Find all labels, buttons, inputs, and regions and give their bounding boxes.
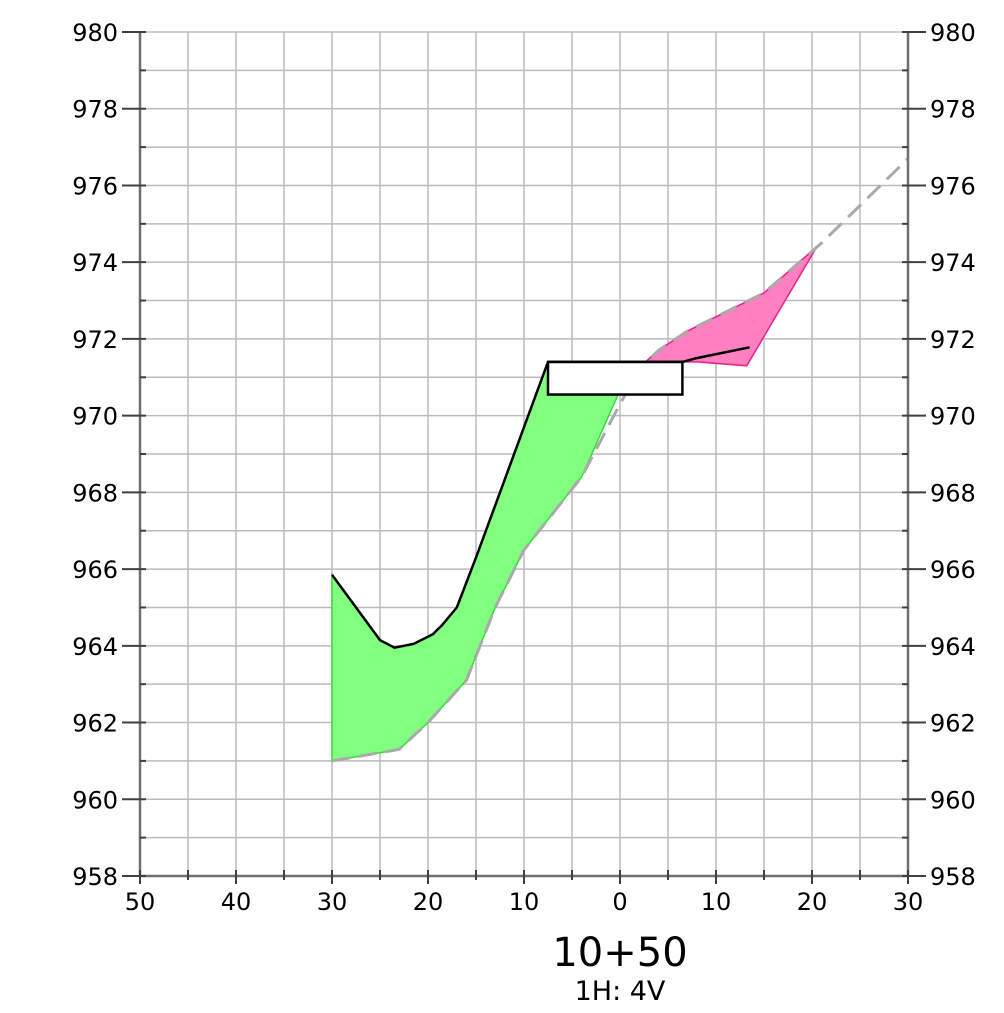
y-tick-label-right: 976 [930, 172, 976, 200]
y-tick-label-left: 974 [72, 249, 118, 277]
axes [122, 31, 926, 884]
y-tick-label-right: 978 [930, 96, 976, 124]
pavement-box [546, 360, 684, 396]
x-tick-label: 0 [612, 888, 627, 916]
x-tick-label: 30 [893, 888, 924, 916]
x-tick-label: 10 [701, 888, 732, 916]
existing-ground-line [331, 157, 910, 763]
y-tick-label-right: 972 [930, 326, 976, 354]
x-tick-label: 10 [509, 888, 540, 916]
line-layer [330, 157, 910, 763]
y-tick-label-left: 966 [72, 556, 118, 584]
chart-title: 10+50 [552, 930, 687, 976]
scale-note: 1H: 4V [575, 976, 666, 1007]
y-tick-label-right: 980 [930, 19, 976, 47]
y-tick-label-left: 978 [72, 96, 118, 124]
y-tick-label-right: 968 [930, 479, 976, 507]
design-section-line [330, 346, 750, 649]
y-tick-label-left: 970 [72, 403, 118, 431]
grid-lines [139, 31, 909, 877]
y-tick-label-left: 962 [72, 710, 118, 738]
y-tick-label-left: 980 [72, 19, 118, 47]
x-tick-label: 20 [797, 888, 828, 916]
y-tick-label-left: 968 [72, 479, 118, 507]
y-tick-label-right: 966 [930, 556, 976, 584]
tick-labels: 958 958 960 960 962 962 964 964 966 966 968 968 970 9… [72, 19, 976, 916]
y-tick-label-left: 958 [72, 863, 118, 891]
y-tick-label-right: 958 [930, 863, 976, 891]
y-tick-label-left: 960 [72, 786, 118, 814]
y-tick-label-right: 964 [930, 633, 976, 661]
y-tick-label-left: 972 [72, 326, 118, 354]
y-tick-label-right: 962 [930, 710, 976, 738]
y-tick-label-right: 960 [930, 786, 976, 814]
x-tick-label: 40 [221, 888, 252, 916]
y-tick-label-left: 976 [72, 172, 118, 200]
y-tick-label-right: 970 [930, 403, 976, 431]
y-tick-label-left: 964 [72, 633, 118, 661]
y-tick-label-right: 974 [930, 249, 976, 277]
x-tick-label: 30 [317, 888, 348, 916]
x-tick-label: 20 [413, 888, 444, 916]
x-tick-label: 50 [125, 888, 156, 916]
